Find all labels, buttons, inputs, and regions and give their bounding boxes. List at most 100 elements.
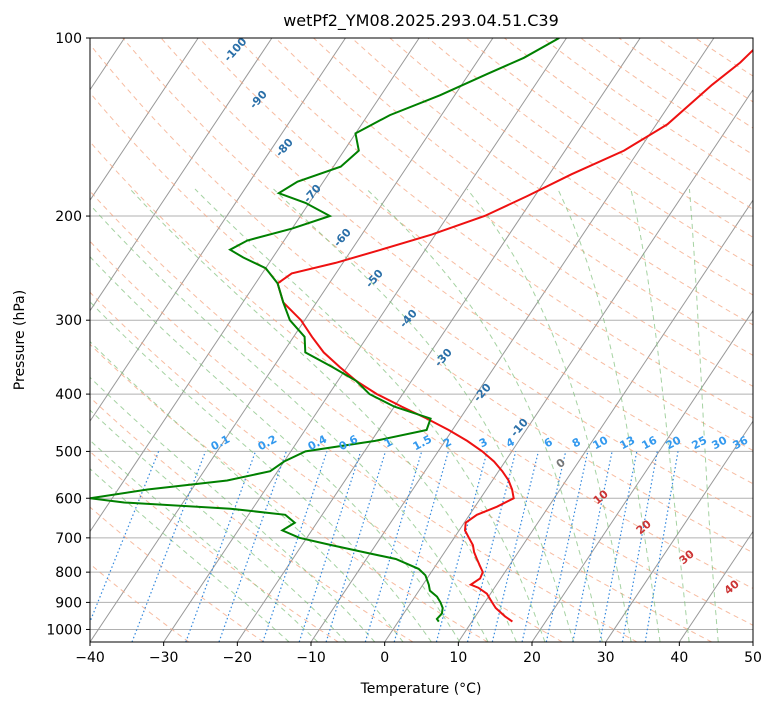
mixing-ratio-label: 8 (570, 435, 583, 450)
isotherm-line (90, 38, 199, 202)
y-tick-label: 1000 (46, 622, 82, 638)
isotherm-line (236, 38, 641, 642)
mixing-ratio-label: 6 (542, 435, 555, 450)
moist-adiabat-line (194, 188, 546, 642)
sounding-series (90, 38, 753, 623)
moist-adiabat-label: 40 (722, 577, 742, 597)
isotherm-line (90, 38, 494, 642)
isotherm-line (90, 38, 420, 533)
dry-adiabat-line (90, 43, 753, 554)
y-axis: 100 200 300 400 500 600 700 800 900 1000 (46, 31, 90, 638)
x-tick-label: 20 (523, 650, 541, 666)
mixing-ratio-line (262, 451, 328, 642)
dry-adiabat-line (122, 38, 753, 519)
x-axis: −40 −30 −20 −10 0 10 20 30 40 50 (75, 642, 762, 666)
mixing-ratio-line (325, 451, 387, 642)
isotherm-line (752, 641, 753, 642)
dry-adiabat-label: -50 (363, 267, 386, 291)
y-tick-label: 100 (55, 31, 82, 47)
pressure-gridlines (90, 38, 753, 630)
dry-adiabat-line (90, 141, 753, 626)
isotherm-line (605, 420, 753, 642)
isotherm-line (678, 530, 753, 642)
mixing-ratio-line (599, 451, 638, 642)
mixing-ratio-label: 10 (591, 433, 611, 452)
dry-adiabat-line (90, 190, 712, 642)
mixing-ratio-label: 13 (618, 434, 638, 453)
dry-adiabat-line (160, 38, 753, 485)
y-tick-label: 900 (55, 595, 82, 611)
mixing-ratio-line (491, 451, 539, 642)
mixing-ratio-label: 25 (690, 434, 710, 453)
dry-adiabat-label: -30 (432, 346, 455, 370)
mixing-ratio-line (185, 451, 257, 642)
x-tick-label: 50 (744, 650, 762, 666)
y-tick-label: 600 (55, 491, 82, 507)
mixing-ratio-line (393, 451, 449, 642)
mixing-ratio-line (364, 451, 423, 642)
moist-adiabat-line (366, 188, 603, 642)
dry-adiabat-label: -100 (221, 35, 249, 64)
mixing-ratio-line (521, 451, 567, 642)
y-tick-label: 500 (55, 444, 82, 460)
moist-adiabat-line (90, 409, 347, 642)
mixing-ratio-label: 1.5 (411, 433, 434, 454)
y-tick-label: 700 (55, 531, 82, 547)
x-tick-label: 10 (449, 650, 467, 666)
mixing-ratio-label: 30 (710, 433, 730, 452)
moist-adiabat-line (90, 204, 489, 642)
chart-title: wetPf2_YM08.2025.293.04.51.C39 (283, 11, 559, 31)
y-tick-label: 300 (55, 313, 82, 329)
dry-adiabat-line (90, 563, 190, 642)
dry-adiabat-line (580, 38, 753, 156)
dry-adiabat-label: -40 (397, 307, 420, 331)
isotherm-line (457, 199, 753, 642)
mixing-ratio-line (131, 451, 207, 642)
x-tick-label: −40 (75, 650, 105, 666)
moist-adiabat-label: 30 (677, 547, 697, 567)
dry-adiabat-label: -10 (508, 416, 531, 440)
x-tick-label: 40 (670, 650, 688, 666)
plot-frame (89, 37, 754, 643)
x-tick-label: −20 (223, 650, 253, 666)
isotherm-line (163, 38, 567, 642)
mixing-ratio-line (218, 451, 287, 642)
y-tick-label: 400 (55, 387, 82, 403)
moist-adiabat-label: 10 (591, 487, 611, 507)
mixing-ratio-line (545, 451, 589, 642)
isotherm-line (384, 88, 753, 642)
y-tick-label: 800 (55, 565, 82, 581)
mixing-ratio-label: 0.4 (306, 432, 330, 453)
moist-adiabat-line (90, 468, 290, 642)
mixing-ratio-line (572, 451, 613, 642)
moist-adiabat-line (688, 188, 719, 642)
dry-adiabat-line (236, 38, 753, 419)
mixing-ratio-label: 20 (664, 433, 684, 452)
isotherm-line (90, 38, 346, 423)
x-tick-label: −10 (296, 650, 326, 666)
mixing-ratio-label: 0.1 (209, 433, 232, 454)
x-axis-label: Temperature (°C) (360, 681, 482, 697)
isotherm-line (90, 38, 273, 312)
y-tick-label: 200 (55, 209, 82, 225)
mixing-ratio-label: 36 (731, 433, 751, 452)
mixing-ratio-line (298, 451, 362, 642)
dry-adiabat-line (90, 291, 563, 642)
dry-adiabat-line (694, 38, 753, 77)
dry-adiabat-line (351, 38, 753, 326)
mixing-ratio-label: 16 (640, 433, 660, 452)
moist-adiabat-line (129, 188, 517, 642)
mixing-ratio-line (644, 451, 679, 642)
dry-adiabat-line (618, 38, 753, 129)
dry-adiabat-label: -90 (247, 88, 270, 112)
dry-adiabat-line (275, 38, 753, 387)
moist-adiabat-line (557, 188, 661, 642)
dry-adiabat-line (313, 38, 753, 356)
mixing-ratio-line (621, 451, 658, 642)
x-tick-label: −30 (149, 650, 179, 666)
moist-adiabat-line (90, 439, 319, 642)
dry-adiabat-line (656, 38, 753, 103)
dry-adiabat-line (90, 343, 488, 642)
plot-area: 0.1 0.2 0.4 0.6 1 1.5 2 3 4 6 8 10 13 16 20 25 30 36-100-… (90, 35, 753, 642)
